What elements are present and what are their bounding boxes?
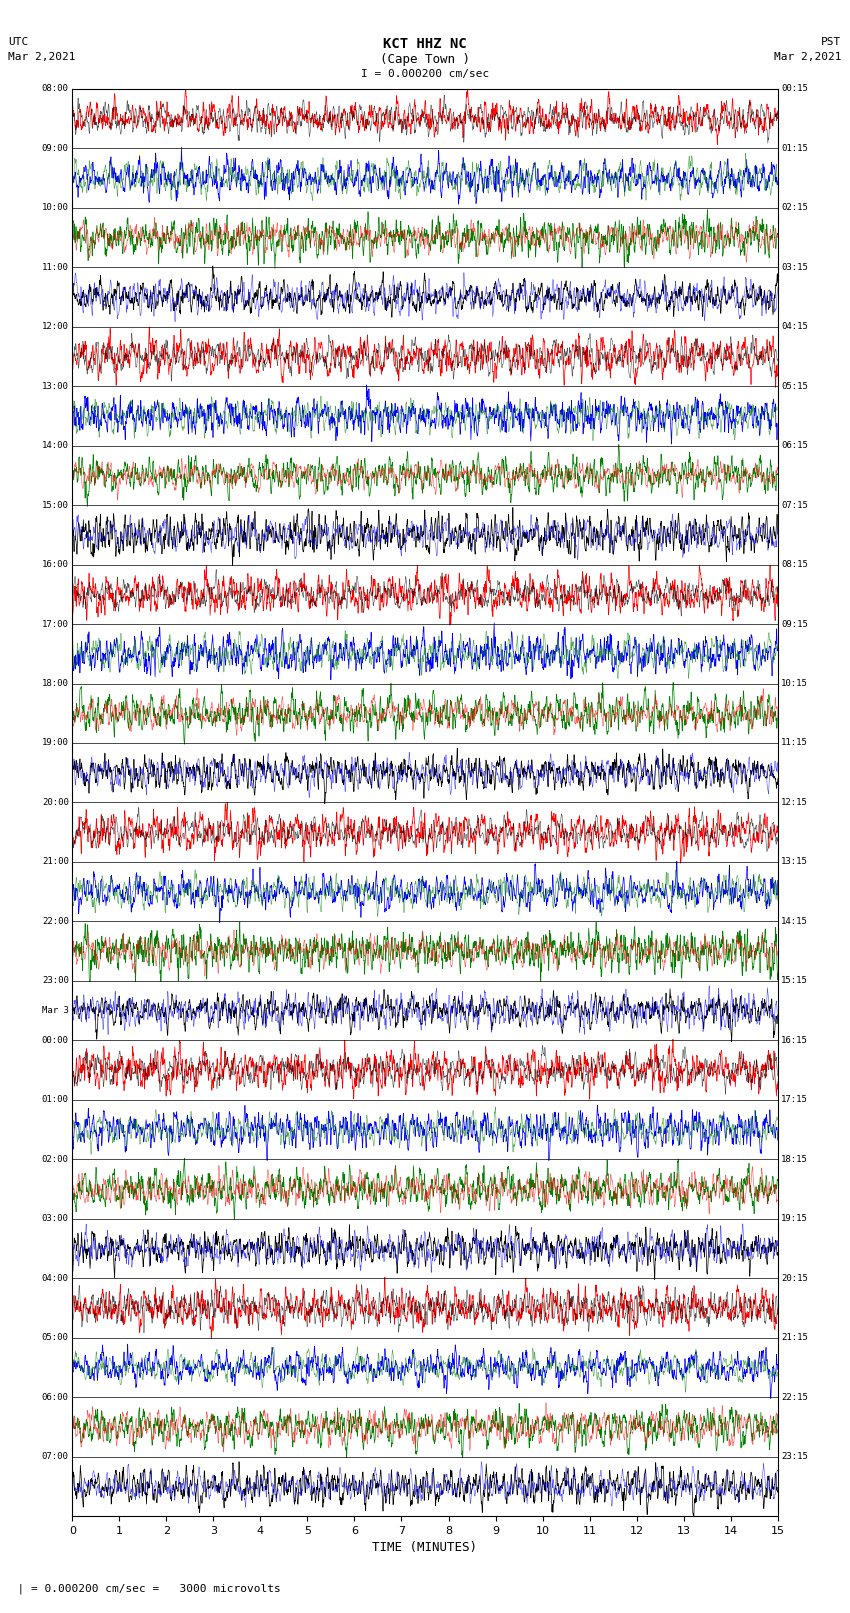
Text: 04:00: 04:00: [42, 1274, 69, 1282]
Text: 05:15: 05:15: [781, 382, 808, 390]
Text: 07:00: 07:00: [42, 1452, 69, 1461]
Text: 19:00: 19:00: [42, 739, 69, 747]
Text: 03:00: 03:00: [42, 1215, 69, 1223]
Text: 07:15: 07:15: [781, 500, 808, 510]
Text: 22:00: 22:00: [42, 916, 69, 926]
Text: (Cape Town ): (Cape Town ): [380, 53, 470, 66]
Text: 23:00: 23:00: [42, 976, 69, 986]
Text: 02:15: 02:15: [781, 203, 808, 213]
Text: 04:15: 04:15: [781, 323, 808, 331]
Text: 21:15: 21:15: [781, 1334, 808, 1342]
Text: 08:00: 08:00: [42, 84, 69, 94]
Text: 00:00: 00:00: [42, 1036, 69, 1045]
Text: 23:15: 23:15: [781, 1452, 808, 1461]
Text: 03:15: 03:15: [781, 263, 808, 271]
Text: 08:15: 08:15: [781, 560, 808, 569]
Text: 16:15: 16:15: [781, 1036, 808, 1045]
Text: 06:00: 06:00: [42, 1392, 69, 1402]
Text: 00:15: 00:15: [781, 84, 808, 94]
Text: 09:00: 09:00: [42, 144, 69, 153]
Text: 06:15: 06:15: [781, 440, 808, 450]
Text: PST: PST: [821, 37, 842, 47]
Text: 01:15: 01:15: [781, 144, 808, 153]
Text: UTC: UTC: [8, 37, 29, 47]
Text: Mar 2,2021: Mar 2,2021: [774, 52, 842, 61]
Text: 17:15: 17:15: [781, 1095, 808, 1105]
Text: 11:00: 11:00: [42, 263, 69, 271]
Text: 10:15: 10:15: [781, 679, 808, 689]
Text: 15:00: 15:00: [42, 500, 69, 510]
Text: Mar 3: Mar 3: [42, 1007, 69, 1015]
Text: 12:00: 12:00: [42, 323, 69, 331]
X-axis label: TIME (MINUTES): TIME (MINUTES): [372, 1542, 478, 1555]
Text: 22:15: 22:15: [781, 1392, 808, 1402]
Text: KCT HHZ NC: KCT HHZ NC: [383, 37, 467, 52]
Text: 13:00: 13:00: [42, 382, 69, 390]
Text: 21:00: 21:00: [42, 858, 69, 866]
Text: | = 0.000200 cm/sec =   3000 microvolts: | = 0.000200 cm/sec = 3000 microvolts: [4, 1582, 281, 1594]
Text: 05:00: 05:00: [42, 1334, 69, 1342]
Text: 19:15: 19:15: [781, 1215, 808, 1223]
Text: 01:00: 01:00: [42, 1095, 69, 1105]
Text: I = 0.000200 cm/sec: I = 0.000200 cm/sec: [361, 69, 489, 79]
Text: Mar 2,2021: Mar 2,2021: [8, 52, 76, 61]
Text: 10:00: 10:00: [42, 203, 69, 213]
Text: 16:00: 16:00: [42, 560, 69, 569]
Text: 20:15: 20:15: [781, 1274, 808, 1282]
Text: 20:00: 20:00: [42, 798, 69, 806]
Text: 02:00: 02:00: [42, 1155, 69, 1165]
Text: 18:15: 18:15: [781, 1155, 808, 1165]
Text: 12:15: 12:15: [781, 798, 808, 806]
Text: 09:15: 09:15: [781, 619, 808, 629]
Text: 14:00: 14:00: [42, 440, 69, 450]
Text: 14:15: 14:15: [781, 916, 808, 926]
Text: 13:15: 13:15: [781, 858, 808, 866]
Text: 11:15: 11:15: [781, 739, 808, 747]
Text: 15:15: 15:15: [781, 976, 808, 986]
Text: 18:00: 18:00: [42, 679, 69, 689]
Text: 17:00: 17:00: [42, 619, 69, 629]
